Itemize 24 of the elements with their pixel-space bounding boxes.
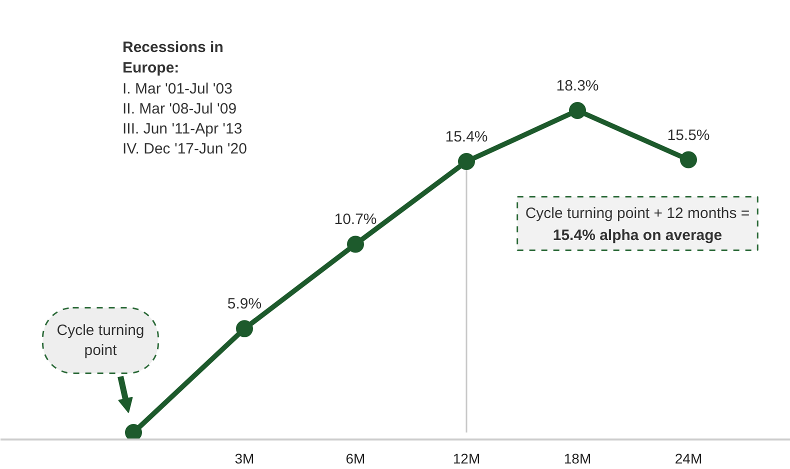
text: Recessions in Europe: — [122, 39, 224, 76]
data-label: 15.4% — [445, 128, 488, 146]
annotation: Cycle turning point + 12 months = — [525, 204, 750, 222]
point — [569, 102, 586, 119]
annotation: III. Jun '11-Apr '13 — [122, 120, 242, 138]
x-tick-label: 24M — [674, 450, 702, 466]
annotation: Cycle turning point — [56, 322, 144, 360]
text: I. Mar '01-Jul '03 — [122, 80, 232, 98]
annotation: II. Mar '08-Jul '09 — [122, 100, 237, 118]
annotation: 15.4% alpha on average — [552, 227, 722, 244]
data-label: 10.7% — [334, 211, 377, 228]
data-label: 15.5% — [667, 126, 710, 144]
point — [458, 153, 475, 170]
x-tick-label: 3M — [234, 450, 254, 466]
x-tick-label: 6M — [346, 450, 366, 466]
x-tick-label: 18M — [564, 450, 592, 466]
point — [236, 320, 253, 338]
annotation: IV. Dec '17-Jun '20 — [122, 140, 247, 158]
point — [680, 151, 697, 168]
point — [347, 236, 364, 253]
data-label: 5.9% — [227, 296, 262, 313]
x-tick-label: 12M — [452, 450, 480, 466]
data-label: 18.3% — [556, 78, 599, 94]
point — [125, 424, 142, 440]
